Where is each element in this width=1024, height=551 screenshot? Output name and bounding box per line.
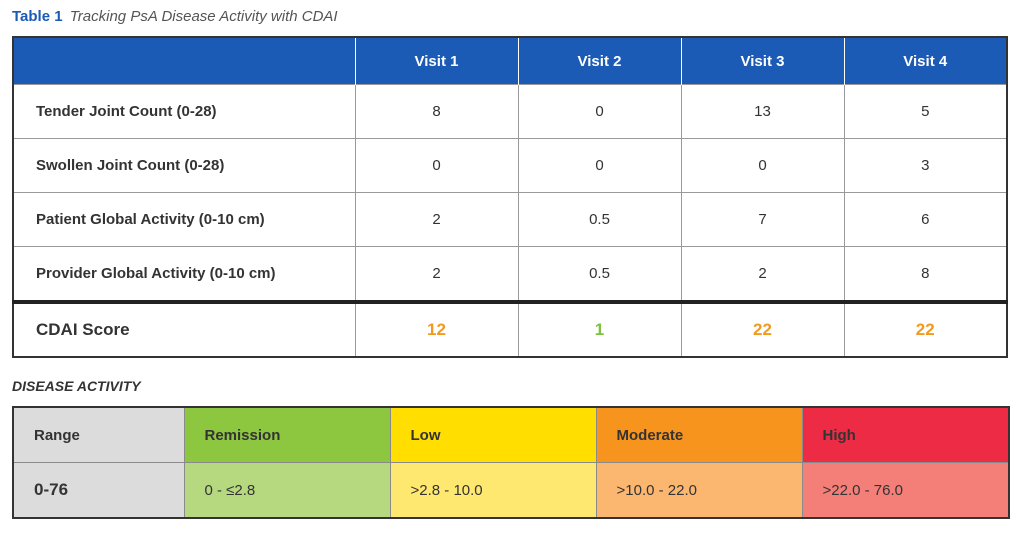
table-cell: 2 xyxy=(354,192,518,247)
header-visit-2: Visit 2 xyxy=(517,37,681,85)
row-label: Provider Global Activity (0-10 cm) xyxy=(13,246,355,302)
table-cell: 2 xyxy=(680,246,844,302)
remission-range: 0 - ≤2.8 xyxy=(183,462,390,518)
table-cell: 8 xyxy=(354,84,518,139)
table-cell: 5 xyxy=(843,84,1007,139)
table-caption: Table 1 Tracking PsA Disease Activity wi… xyxy=(12,7,338,27)
low-range: >2.8 - 10.0 xyxy=(389,462,596,518)
disease-activity-table: Range Remission Low Moderate High 0-76 0… xyxy=(12,406,1010,519)
table-row: Tender Joint Count (0-28) 8 0 13 5 xyxy=(13,84,1007,139)
cdai-score-value: 22 xyxy=(843,300,1007,357)
cdai-score-row: CDAI Score 12 1 22 22 xyxy=(13,300,1007,357)
table-cell: 8 xyxy=(843,246,1007,302)
table-row: Swollen Joint Count (0-28) 0 0 0 3 xyxy=(13,138,1007,193)
header-visit-4: Visit 4 xyxy=(843,37,1007,85)
cdai-tracking-table: Visit 1 Visit 2 Visit 3 Visit 4 Tender J… xyxy=(12,36,1008,358)
table-cell: 7 xyxy=(680,192,844,247)
header-blank xyxy=(13,37,355,85)
disease-activity-heading: DISEASE ACTIVITY xyxy=(12,378,141,394)
table-cell: 2 xyxy=(354,246,518,302)
activity-range-row: 0-76 0 - ≤2.8 >2.8 - 10.0 >10.0 - 22.0 >… xyxy=(13,462,1009,518)
table-cell: 0 xyxy=(517,84,681,139)
table-title: Tracking PsA Disease Activity with CDAI xyxy=(69,8,338,25)
range-value: 0-76 xyxy=(13,462,184,518)
moderate-range: >10.0 - 22.0 xyxy=(595,462,802,518)
table-cell: 0 xyxy=(517,138,681,193)
header-visit-3: Visit 3 xyxy=(680,37,844,85)
table-cell: 6 xyxy=(843,192,1007,247)
header-row: Visit 1 Visit 2 Visit 3 Visit 4 xyxy=(13,37,1007,85)
table-cell: 0 xyxy=(354,138,518,193)
row-label: Swollen Joint Count (0-28) xyxy=(13,138,355,193)
table-cell: 13 xyxy=(680,84,844,139)
table-cell: 0 xyxy=(680,138,844,193)
low-header: Low xyxy=(389,407,596,463)
cdai-score-label: CDAI Score xyxy=(13,300,355,357)
table-row: Patient Global Activity (0-10 cm) 2 0.5 … xyxy=(13,192,1007,247)
table-number: Table 1 xyxy=(12,8,63,25)
row-label: Patient Global Activity (0-10 cm) xyxy=(13,192,355,247)
remission-header: Remission xyxy=(183,407,390,463)
row-label: Tender Joint Count (0-28) xyxy=(13,84,355,139)
moderate-header: Moderate xyxy=(595,407,802,463)
range-header: Range xyxy=(13,407,184,463)
high-header: High xyxy=(801,407,1009,463)
table-cell: 0.5 xyxy=(517,192,681,247)
table-cell: 0.5 xyxy=(517,246,681,302)
cdai-score-value: 1 xyxy=(517,300,681,357)
activity-header-row: Range Remission Low Moderate High xyxy=(13,407,1009,463)
cdai-score-value: 12 xyxy=(354,300,518,357)
header-visit-1: Visit 1 xyxy=(354,37,518,85)
table-cell: 3 xyxy=(843,138,1007,193)
table-row: Provider Global Activity (0-10 cm) 2 0.5… xyxy=(13,246,1007,302)
high-range: >22.0 - 76.0 xyxy=(801,462,1009,518)
cdai-score-value: 22 xyxy=(680,300,844,357)
